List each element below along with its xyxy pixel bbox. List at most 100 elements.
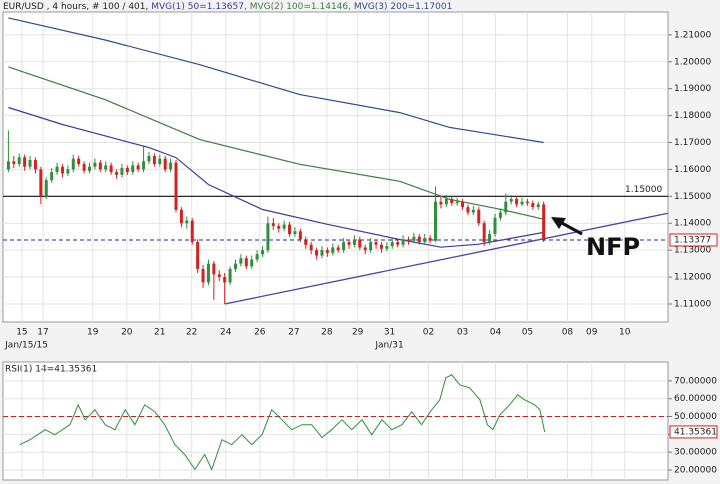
y-tick-label: 1.14000 [674,219,711,229]
y-tick-label: 1.17000 [674,138,711,148]
candle-body [320,250,324,256]
x-tick-label: Jan/31 [374,341,403,351]
x-tick-label: 19 [87,328,99,338]
candle-body [93,162,97,167]
candle-body [423,238,427,243]
candle-body [179,209,183,224]
x-tick-label: 08 [562,328,574,338]
x-tick-label: 26 [254,328,266,338]
candle-body [152,155,156,165]
legend-entry: MVG(1) 50=1.13657, [151,2,247,12]
x-tick-label: 10 [619,328,631,338]
candle-body [142,161,146,170]
moving-average [8,106,544,248]
candle-body [185,220,189,224]
candle-body [33,160,37,170]
candle-body [477,209,481,224]
x-tick-label: 22 [186,328,197,338]
candle-body [77,158,81,165]
trendline [224,212,669,305]
y-tick-label: 1.20000 [674,57,711,67]
rsi-last-box [669,425,718,439]
candle-body [201,268,205,283]
candle-body [390,242,394,247]
y-tick-label: 1.11000 [674,299,711,309]
candle-body [82,164,86,171]
candle-body [471,209,475,213]
x-tick-label: 17 [37,328,48,338]
rsi-last-label: 41.35361 [674,427,717,437]
candle-body [88,166,92,171]
candle-body [228,268,232,283]
candle-body [12,161,16,165]
candle-body [385,246,389,249]
candle-body [509,199,513,202]
candle-body [196,242,200,269]
rsi-title: RSI(1) 14=41.35361 [5,365,97,375]
candle-body [6,161,10,170]
candle-body [498,212,502,218]
candle-body [401,239,405,245]
candle-body [417,236,421,243]
candle-body [331,247,335,253]
y-tick-label: 30.00000 [674,448,717,458]
candle-body [525,201,529,204]
candle-body [28,160,32,167]
candle-body [212,263,216,275]
candle-body [325,250,329,253]
arrow-head [551,217,566,229]
candle-body [298,231,302,240]
candle-body [39,169,43,197]
y-tick-label: 20.00000 [674,466,717,476]
candle-body [206,263,210,283]
candle-body [125,168,129,173]
y-tick-label: 1.18000 [674,111,711,121]
x-tick-label: 31 [384,328,395,338]
candle-body [336,247,340,251]
candle-body [223,277,227,283]
y-tick-label: 1.21000 [674,30,711,40]
y-tick-label: 50.00000 [674,412,717,422]
candle-body [44,180,48,197]
candle-body [261,250,265,255]
candle-body [515,199,519,205]
candle-body [352,239,356,245]
candle-body [309,244,313,251]
header: EUR/USD , 4 hours, # 100 / 401, MVG(1) 5… [3,2,452,12]
legend-entry: MVG(3) 200=1.17001 [354,2,452,12]
candle-body [55,166,59,173]
candle-body [439,201,443,205]
candle-body [131,165,135,173]
candle-body [461,201,465,208]
last-price-label: 1.13377 [674,236,711,246]
x-tick-label: 27 [288,328,299,338]
candle-body [217,274,221,278]
candle-body [288,224,292,235]
x-tick-label: Jan/15/15 [4,341,48,351]
candle-body [50,172,54,181]
candle-body [347,242,351,245]
candle-body [250,259,254,267]
candle-body [282,224,286,229]
candle-body [23,157,27,167]
candle-body [271,223,275,226]
candle-body [66,169,70,174]
candle-body [358,239,362,248]
candle-body [17,157,21,165]
y-tick-label: 1.12000 [674,273,711,283]
x-tick-label: 20 [121,328,133,338]
candle-body [428,238,432,241]
candle-body [169,162,173,170]
candle-body [455,201,459,204]
price-panel [2,11,669,323]
candle-body [379,244,383,249]
y-tick-label: 70.00000 [674,376,717,386]
candle-body [520,201,524,205]
y-tick-label: 1.13000 [674,246,711,256]
moving-average [8,66,544,220]
x-tick-label: 09 [586,328,598,338]
x-tick-label: 04 [490,328,502,338]
candle-body [239,258,243,264]
y-tick-label: 60.00000 [674,394,717,404]
